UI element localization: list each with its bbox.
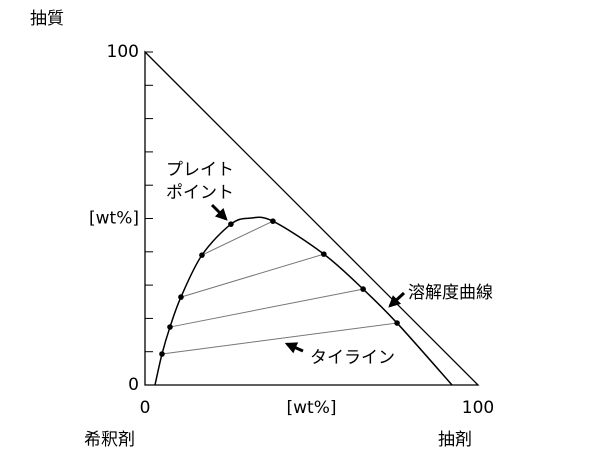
- frame: [144, 50, 480, 386]
- left-label: 希釈剤: [84, 430, 135, 450]
- point: [159, 351, 165, 357]
- point: [228, 221, 234, 227]
- y-tick-label: 100: [107, 42, 139, 62]
- point: [270, 218, 276, 224]
- x-tick-label: 100: [462, 398, 494, 418]
- annotation: ポイント: [166, 183, 234, 203]
- point: [321, 251, 327, 257]
- arrow: [284, 342, 304, 354]
- point: [167, 324, 173, 330]
- annotation: 溶解度曲線: [408, 283, 493, 303]
- tie-line: [201, 220, 274, 256]
- annotation: タイライン: [310, 348, 395, 368]
- top-label: 抽質: [30, 9, 64, 29]
- right-label: 抽剤: [438, 430, 472, 450]
- annotation: プレイト: [166, 160, 234, 180]
- x-tick-label: 0: [140, 398, 151, 418]
- point: [360, 286, 366, 292]
- tie-line: [180, 253, 324, 298]
- x-tick-label: [wt%]: [287, 398, 337, 418]
- point: [394, 320, 400, 326]
- tie-line: [161, 322, 398, 355]
- y-tick-label: 0: [128, 375, 139, 395]
- arrow: [210, 203, 228, 221]
- point: [199, 252, 205, 258]
- arrow: [388, 291, 406, 308]
- tie-line: [169, 288, 364, 328]
- y-tick-label: [wt%]: [89, 209, 139, 229]
- point: [178, 294, 184, 300]
